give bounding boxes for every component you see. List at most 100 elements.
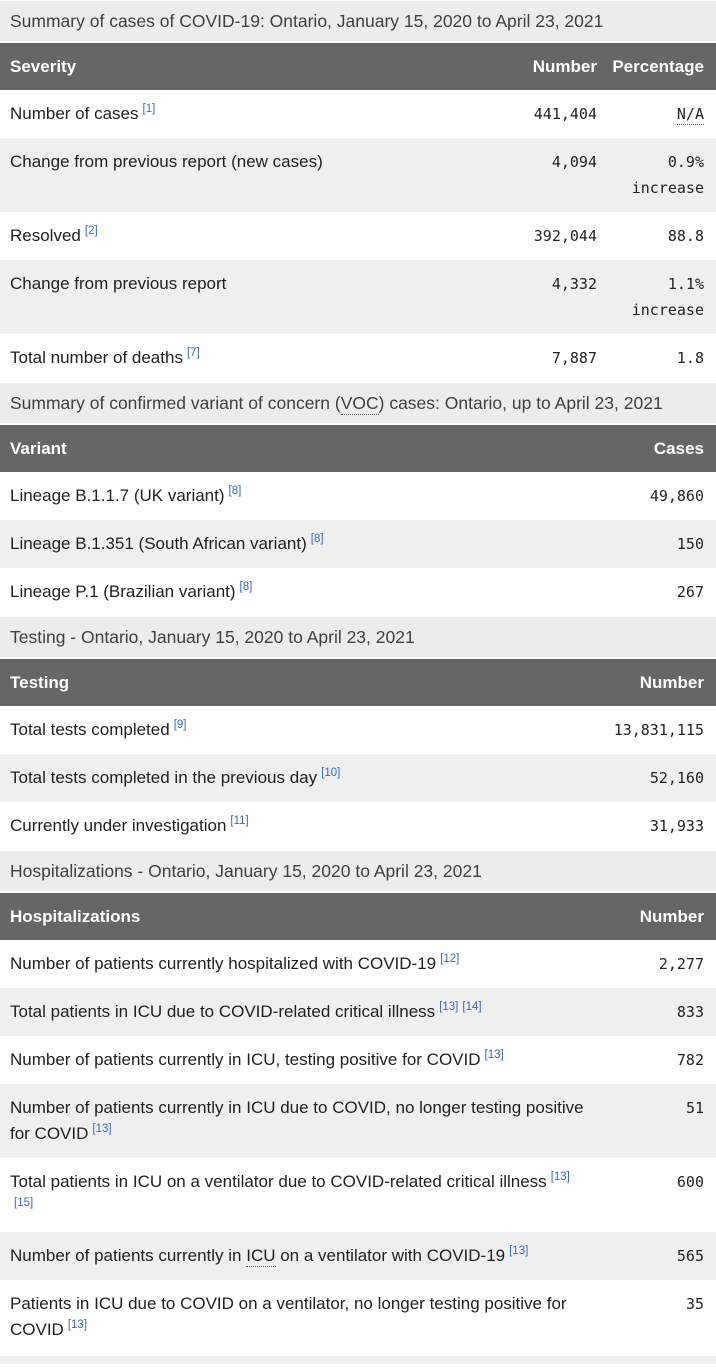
percentage-value: 1.1% increase: [606, 260, 716, 334]
ref-link-13[interactable]: [13]: [550, 1171, 570, 1184]
ref-link-15[interactable]: [15]: [14, 1197, 34, 1210]
header-row-testing: Testing Number: [0, 659, 716, 706]
number-value: 52,160: [596, 754, 716, 802]
row-label: Lineage B.1.1.7 (UK variant) [8]: [0, 472, 596, 520]
number-value: 441,404: [486, 90, 606, 138]
reference-marker: [1]: [142, 103, 156, 116]
reference-marker: [13]: [67, 1319, 88, 1332]
table-testing: Testing - Ontario, January 15, 2020 to A…: [0, 616, 716, 850]
section-caption-cases: Summary of cases of COVID-19: Ontario, J…: [0, 0, 716, 43]
row-label: Total tests completed [9]: [0, 706, 596, 754]
number-value: 31,933: [596, 802, 716, 850]
reference-marker: [13]: [484, 1049, 504, 1062]
ref-link-13[interactable]: [13]: [92, 1123, 112, 1136]
table-row: Total number of deaths [7] 7,887 1.8: [0, 334, 716, 382]
number-value: 267: [596, 568, 716, 616]
row-label: Number of cases [1]: [0, 90, 486, 138]
number-value: 51: [596, 1084, 716, 1158]
table-row: Change from previous report 4,332 1.1% inc…: [0, 260, 716, 334]
ref-link-13[interactable]: [13]: [67, 1319, 88, 1332]
row-label: Change from previous report: [0, 260, 486, 334]
number-value: 782: [596, 1036, 716, 1084]
ref-link-7[interactable]: [7]: [186, 347, 200, 360]
ref-link-12[interactable]: [12]: [440, 953, 460, 966]
table-hospitalizations: Hospitalizations - Ontario, January 15, …: [0, 850, 716, 1354]
ref-link-9[interactable]: [9]: [173, 719, 187, 732]
table-variants: Summary of confirmed variant of concern …: [0, 382, 716, 616]
ref-link-10[interactable]: [10]: [321, 767, 341, 780]
column-header-variant: Variant: [0, 425, 596, 472]
table-row: Number of patients currently in ICU due …: [0, 1084, 716, 1158]
percentage-value: 0.9% increase: [606, 138, 716, 212]
reference-marker: [12]: [440, 953, 460, 966]
number-value: 2,277: [596, 940, 716, 988]
column-header-cases: Cases: [596, 425, 716, 472]
reference-marker: [13]: [439, 1001, 459, 1014]
number-value: 600: [596, 1158, 716, 1232]
column-header-number: Number: [486, 43, 606, 90]
header-row-variants: Variant Cases: [0, 425, 716, 472]
section-caption-hospitalizations: Hospitalizations - Ontario, January 15, …: [0, 850, 716, 893]
table-row: Lineage B.1.351 (South African variant)[…: [0, 520, 716, 568]
reference-marker: [7]: [186, 347, 200, 360]
row-label: Total number of deaths [7]: [0, 334, 486, 382]
reference-marker: [13]: [550, 1171, 570, 1184]
table-row: Currently under investigation [11] 31,933: [0, 802, 716, 850]
table-row: Number of patients currently in ICU, tes…: [0, 1036, 716, 1084]
abbr-voc: VOC: [340, 393, 379, 415]
ref-link-2[interactable]: [2]: [84, 225, 98, 238]
ref-link-13[interactable]: [13]: [484, 1049, 504, 1062]
reference-marker: [2]: [84, 225, 98, 238]
reference-marker: [9]: [173, 719, 187, 732]
column-header-hospitalizations: Hospitalizations: [0, 893, 596, 940]
row-label: Total patients in ICU due to COVID-relat…: [0, 988, 596, 1036]
ref-link-8[interactable]: [8]: [239, 581, 253, 594]
reference-marker: [15]: [14, 1197, 34, 1210]
number-value: 565: [596, 1232, 716, 1280]
table-row: Change from previous report (new cases) 4…: [0, 138, 716, 212]
table-row: Lineage B.1.1.7 (UK variant) [8] 49,860: [0, 472, 716, 520]
reference-marker: [8]: [228, 485, 242, 498]
row-label: Total patients in ICU on a ventilator du…: [0, 1158, 596, 1232]
number-value: 150: [596, 520, 716, 568]
ref-link-8[interactable]: [8]: [310, 533, 324, 546]
section-caption-testing: Testing - Ontario, January 15, 2020 to A…: [0, 616, 716, 659]
abbr-icu: ICU: [246, 1246, 276, 1267]
ref-link-14[interactable]: [14]: [462, 1001, 482, 1014]
number-value: 35: [596, 1280, 716, 1354]
table-row: Patients in ICU due to COVID on a ventil…: [0, 1280, 716, 1354]
number-value: 13,831,115: [596, 706, 716, 754]
section-caption-variants: Summary of confirmed variant of concern …: [0, 382, 716, 425]
ref-link-13[interactable]: [13]: [439, 1001, 459, 1014]
reference-marker: [8]: [239, 581, 253, 594]
row-label: Total tests completed in the previous da…: [0, 754, 596, 802]
row-label: Change from previous report (new cases): [0, 138, 486, 212]
table-row: Total tests completed in the previous da…: [0, 754, 716, 802]
number-value: 7,887: [486, 334, 606, 382]
ref-link-8[interactable]: [8]: [228, 485, 242, 498]
row-label: Lineage P.1 (Brazilian variant) [8]: [0, 568, 596, 616]
table-row: Number of patients currently hospitalize…: [0, 940, 716, 988]
table-row: Number of cases [1] 441,404 N/A: [0, 90, 716, 138]
ref-link-11[interactable]: [11]: [230, 815, 249, 828]
row-label: Number of patients currently in ICU due …: [0, 1084, 596, 1158]
row-label: Lineage B.1.351 (South African variant)[…: [0, 520, 596, 568]
abbr-n-a: N/A: [676, 105, 704, 125]
number-value: 4,094: [486, 138, 606, 212]
row-label: Number of patients currently in ICU, tes…: [0, 1036, 596, 1084]
percentage-value: 1.8: [606, 334, 716, 382]
row-label: Currently under investigation [11]: [0, 802, 596, 850]
table-cases: Summary of cases of COVID-19: Ontario, J…: [0, 0, 716, 382]
reference-marker: [13]: [92, 1123, 112, 1136]
header-row-hospitalizations: Hospitalizations Number: [0, 893, 716, 940]
column-header-number: Number: [596, 893, 716, 940]
number-value: 833: [596, 988, 716, 1036]
reference-marker: [14]: [462, 1001, 482, 1014]
row-label: Patients in ICU due to COVID on a ventil…: [0, 1280, 596, 1354]
number-value: 392,044: [486, 212, 606, 260]
ref-link-13[interactable]: [13]: [509, 1245, 529, 1258]
table-row: Number of patients currently in ICU on a…: [0, 1232, 716, 1280]
ref-link-1[interactable]: [1]: [142, 103, 156, 116]
number-value: 4,332: [486, 260, 606, 334]
row-label: Number of patients currently in ICU on a…: [0, 1232, 596, 1280]
